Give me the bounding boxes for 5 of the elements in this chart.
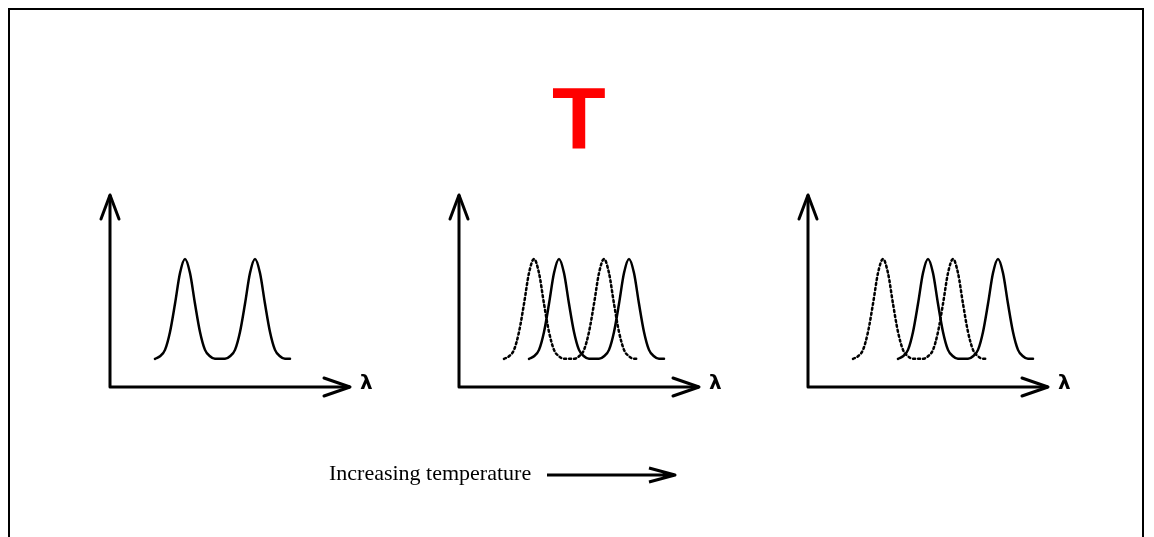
text: Increasing temperature	[329, 460, 532, 485]
x-axis-title: λ	[709, 370, 722, 395]
x-axis-title: λ	[360, 370, 373, 395]
x-axis-title: λ	[1058, 370, 1071, 395]
chart-title: T	[551, 68, 607, 168]
